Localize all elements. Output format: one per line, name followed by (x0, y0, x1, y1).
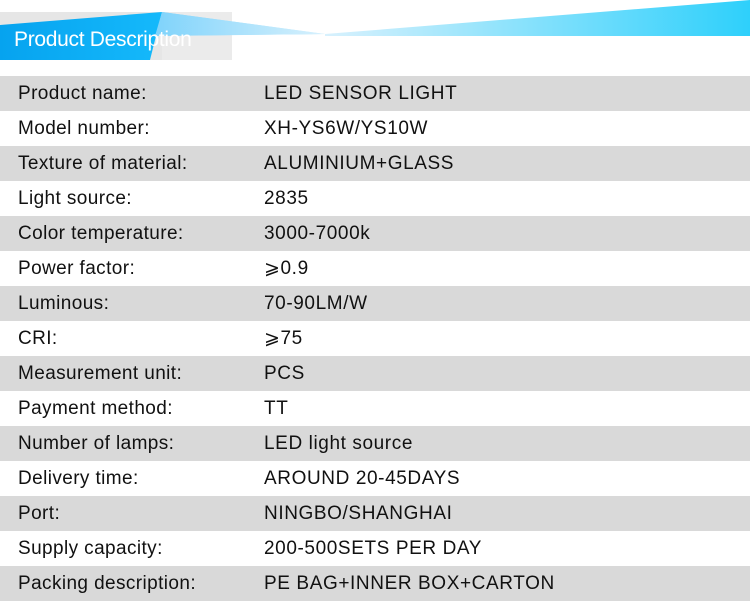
spec-label: CRI: (18, 327, 58, 349)
spec-value: 70-90LM/W (264, 292, 368, 314)
spec-label: Measurement unit: (18, 362, 183, 384)
spec-label: Supply capacity: (18, 537, 163, 559)
header-stripe (325, 0, 750, 36)
spec-value: AROUND 20-45DAYS (264, 467, 461, 489)
spec-value: XH-YS6W/YS10W (264, 117, 429, 139)
spec-value: 200-500SETS PER DAY (264, 537, 483, 559)
spec-value: ⩾0.9 (264, 258, 309, 279)
spec-row: Luminous: 70-90LM/W (0, 286, 750, 321)
spec-label: Delivery time: (18, 467, 139, 489)
spec-label: Packing description: (18, 572, 197, 594)
spec-row: Texture of material: ALUMINIUM+GLASS (0, 146, 750, 181)
title-tab (0, 12, 162, 60)
spec-row: Payment method: TT (0, 391, 750, 426)
spec-row: Delivery time: AROUND 20-45DAYS (0, 461, 750, 496)
spec-label: Power factor: (18, 257, 136, 279)
spec-table: Product name: LED SENSOR LIGHT Model numbe… (0, 76, 750, 601)
spec-row: Model number: XH-YS6W/YS10W (0, 111, 750, 146)
spec-label: Color temperature: (18, 222, 184, 244)
spec-label: Light source: (18, 187, 132, 209)
spec-label: Texture of material: (18, 152, 188, 174)
spec-value: 2835 (264, 187, 309, 209)
spec-label: Payment method: (18, 397, 173, 419)
spec-value: ⩾75 (264, 328, 303, 349)
section-title: Product Description (14, 28, 192, 51)
spec-row: CRI: ⩾75 (0, 321, 750, 356)
spec-value: ALUMINIUM+GLASS (264, 152, 455, 174)
spec-row: Packing description: PE BAG+INNER BOX+CAR… (0, 566, 750, 601)
spec-label: Product name: (18, 82, 147, 104)
spec-value: TT (264, 397, 289, 419)
spec-label: Port: (18, 502, 61, 524)
header-banner (0, 0, 750, 60)
spec-value: PCS (264, 362, 305, 384)
spec-value: 3000-7000k (264, 222, 371, 244)
spec-row: Port: NINGBO/SHANGHAI (0, 496, 750, 531)
spec-row: Supply capacity: 200-500SETS PER DAY (0, 531, 750, 566)
spec-row: Color temperature: 3000-7000k (0, 216, 750, 251)
spec-value: NINGBO/SHANGHAI (264, 502, 453, 524)
spec-value: PE BAG+INNER BOX+CARTON (264, 572, 555, 594)
spec-label: Luminous: (18, 292, 110, 314)
spec-label: Model number: (18, 117, 150, 139)
spec-row: Light source: 2835 (0, 181, 750, 216)
spec-label: Number of lamps: (18, 432, 175, 454)
spec-row: Number of lamps: LED light source (0, 426, 750, 461)
spec-row: Measurement unit: PCS (0, 356, 750, 391)
spec-row: Power factor: ⩾0.9 (0, 251, 750, 286)
spec-row: Product name: LED SENSOR LIGHT (0, 76, 750, 111)
spec-value: LED SENSOR LIGHT (264, 82, 458, 104)
spec-value: LED light source (264, 432, 414, 454)
